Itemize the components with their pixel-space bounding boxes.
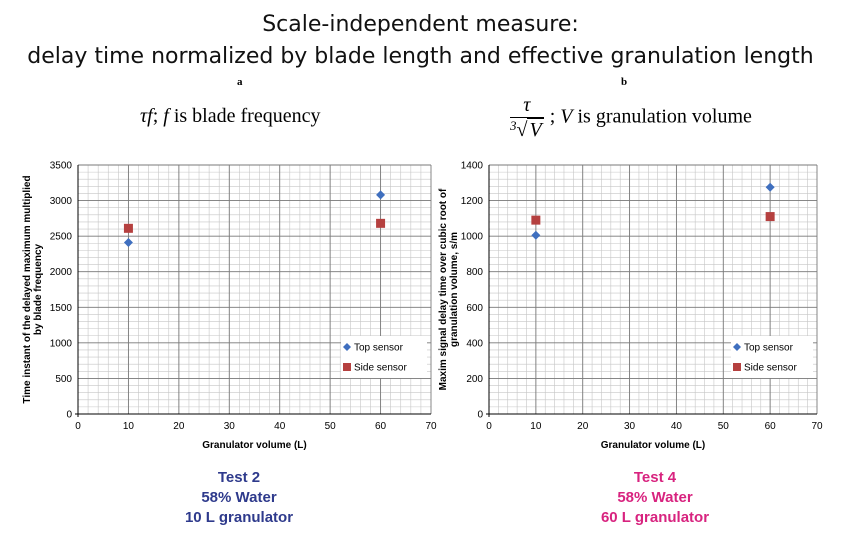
y-tick-label: 1500 [50, 303, 73, 314]
caption-b: Test 4 58% Water 60 L granulator [555, 468, 755, 528]
y-tick-label: 800 [466, 267, 483, 278]
x-tick-label: 0 [486, 421, 492, 432]
caption-a-line3: 10 L granulator [184, 509, 294, 526]
formula-b-root-index: 3 [510, 118, 517, 133]
y-tick-label: 1000 [50, 338, 73, 349]
panel-a-formula: τf; f is blade frequency [140, 105, 321, 127]
y-tick-label: 600 [466, 303, 483, 314]
y-tick-label: 1000 [461, 232, 484, 243]
formula-b-variable: V [560, 105, 573, 128]
y-axis-label-line: by blade frequency [33, 243, 44, 335]
x-tick-label: 50 [718, 421, 730, 432]
legend-label: Side sensor [744, 363, 797, 374]
y-tick-label: 400 [466, 338, 483, 349]
x-axis-label: Granulator volume (L) [202, 440, 306, 451]
formula-a-f: f [163, 105, 169, 127]
x-axis-label: Granulator volume (L) [601, 440, 705, 451]
caption-b-line3: 60 L granulator [600, 509, 710, 526]
formula-a-description: is blade frequency [168, 105, 321, 127]
data-point-side-sensor [376, 218, 386, 228]
panel-b-formula: τ 3√ V ; V is granulation volume [510, 94, 752, 141]
caption-a-line2: 58% Water [201, 489, 277, 506]
data-point-top-sensor [531, 230, 541, 240]
x-tick-label: 60 [765, 421, 777, 432]
y-axis-label-line: Maxim signal delay time over cubic root … [438, 188, 449, 390]
x-tick-label: 30 [624, 421, 636, 432]
page-title-line2: delay time normalized by blade length an… [27, 44, 814, 69]
legend-label: Side sensor [354, 363, 407, 374]
x-tick-label: 40 [671, 421, 683, 432]
data-point-side-sensor [123, 223, 133, 233]
legend-marker-top-sensor [733, 343, 741, 351]
x-tick-label: 70 [425, 421, 437, 432]
formula-b-numerator: τ [510, 94, 544, 118]
formula-b-description: is granulation volume [572, 105, 752, 128]
legend-box [731, 336, 813, 378]
formula-a-variable: τf [140, 105, 153, 127]
caption-a-line1: Test 2 [217, 469, 261, 486]
formula-b-denominator: V [527, 118, 544, 141]
y-axis-label: Maxim signal delay time over cubic root … [438, 188, 460, 390]
data-point-top-sensor [376, 190, 386, 200]
data-point-top-sensor [765, 182, 775, 192]
legend-marker-side-sensor [343, 363, 351, 371]
x-tick-label: 40 [274, 421, 286, 432]
y-tick-label: 500 [55, 374, 72, 385]
y-tick-label: 2000 [50, 267, 73, 278]
chart-a: 0 10 20 30 40 50 60 70 0 500 1000 1500 2000 2500 3000 3… [22, 161, 437, 452]
formula-b-fraction: τ 3√ V [510, 94, 544, 141]
data-point-side-sensor [531, 215, 541, 225]
y-tick-label: 3500 [50, 161, 73, 172]
x-tick-label: 60 [375, 421, 387, 432]
x-tick-label: 30 [224, 421, 236, 432]
legend-label: Top sensor [744, 343, 794, 354]
page-title-line1: Scale-independent measure: [262, 12, 579, 37]
y-tick-label: 0 [477, 410, 483, 421]
chart-b: 0 10 20 30 40 50 60 70 0 200 400 600 800 1000 1200 1400… [438, 161, 823, 452]
y-axis-label-line: Time instant of the delayed maximum mult… [22, 175, 33, 403]
y-tick-label: 200 [466, 374, 483, 385]
legend-box [341, 336, 427, 378]
y-tick-label: 2500 [50, 232, 73, 243]
legend-marker-side-sensor [733, 363, 741, 371]
x-tick-label: 10 [530, 421, 542, 432]
caption-b-line2: 58% Water [617, 489, 693, 506]
y-tick-label: 1200 [461, 196, 484, 207]
legend-marker-top-sensor [343, 343, 351, 351]
y-tick-label: 0 [66, 410, 72, 421]
x-tick-label: 0 [75, 421, 81, 432]
x-tick-label: 70 [811, 421, 823, 432]
y-tick-label: 1400 [461, 161, 484, 172]
x-tick-label: 20 [577, 421, 589, 432]
x-tick-label: 20 [173, 421, 185, 432]
y-axis-label-line: granulation volume, s/m [449, 232, 460, 347]
panel-b-letter: b [621, 76, 628, 88]
y-tick-label: 3000 [50, 196, 73, 207]
data-point-top-sensor [123, 238, 133, 248]
y-axis-label: Time instant of the delayed maximum mult… [22, 175, 44, 403]
x-tick-label: 50 [325, 421, 337, 432]
legend-label: Top sensor [354, 343, 404, 354]
x-tick-label: 10 [123, 421, 135, 432]
caption-a: Test 2 58% Water 10 L granulator [139, 468, 339, 528]
panel-a-letter: a [237, 76, 243, 88]
data-point-side-sensor [765, 212, 775, 222]
caption-b-line1: Test 4 [633, 469, 677, 486]
